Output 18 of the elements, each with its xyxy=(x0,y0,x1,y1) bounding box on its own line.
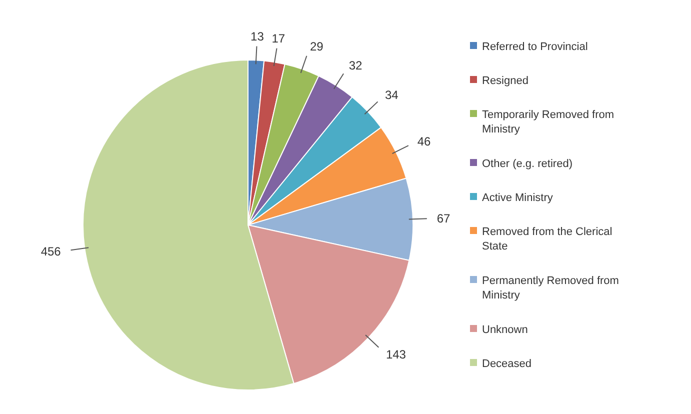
data-label: 143 xyxy=(386,347,406,362)
legend-label: Unknown xyxy=(482,324,528,336)
legend-label: Deceased xyxy=(482,358,532,370)
legend-label: Active Ministry xyxy=(482,192,554,204)
legend-label: Other (e.g. retired) xyxy=(482,158,572,170)
data-label: 17 xyxy=(272,32,286,46)
legend-label: Temporarily Removed from Ministry xyxy=(482,108,614,136)
data-label: 34 xyxy=(384,88,399,102)
data-label: 13 xyxy=(250,29,264,44)
legend-label: Permanently Removed from Ministry xyxy=(482,274,619,302)
data-label: 456 xyxy=(40,244,62,259)
data-label: 46 xyxy=(417,134,432,148)
legend-label: Resigned xyxy=(482,74,528,87)
legend-label: Removed from the Clerical State xyxy=(482,226,612,253)
data-label: 32 xyxy=(348,58,363,72)
data-label: 29 xyxy=(310,40,324,54)
legend-label: Referred to Provincial xyxy=(482,40,588,53)
data-label: 67 xyxy=(436,211,451,226)
